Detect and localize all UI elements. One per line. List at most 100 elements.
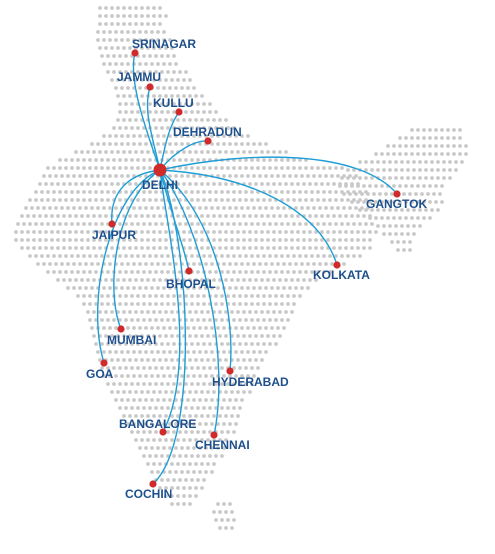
land-dot <box>230 310 234 314</box>
land-dot <box>174 446 178 450</box>
land-dot <box>98 22 102 26</box>
land-dot <box>162 422 166 426</box>
land-dot <box>374 152 378 156</box>
land-dot <box>324 174 328 178</box>
land-dot <box>228 142 232 146</box>
land-dot <box>160 302 164 306</box>
land-dot <box>252 286 256 290</box>
land-dot <box>136 406 140 410</box>
land-dot <box>192 134 196 138</box>
land-dot <box>304 166 308 170</box>
land-dot <box>144 398 148 402</box>
land-dot <box>146 438 150 442</box>
land-dot <box>242 150 246 154</box>
land-dot <box>124 294 128 298</box>
land-dot <box>88 254 92 258</box>
land-dot <box>314 230 318 234</box>
land-dot <box>258 286 262 290</box>
land-dot <box>326 214 330 218</box>
land-dot <box>232 254 236 258</box>
land-dot <box>88 294 92 298</box>
land-dot <box>292 198 296 202</box>
land-dot <box>138 446 142 450</box>
land-dot <box>178 302 182 306</box>
land-dot <box>98 310 102 314</box>
land-dot <box>248 358 252 362</box>
land-dot <box>120 142 124 146</box>
land-dot <box>60 262 64 266</box>
land-dot <box>210 262 214 266</box>
land-dot <box>102 326 106 330</box>
land-dot <box>190 102 194 106</box>
land-dot <box>156 350 160 354</box>
city-label-goa: GOA <box>86 367 114 381</box>
land-dot <box>238 318 242 322</box>
land-dot <box>264 174 268 178</box>
land-dot <box>310 270 314 274</box>
city-marker-bangalore <box>159 428 167 436</box>
land-dot <box>406 208 410 212</box>
land-dot <box>220 198 224 202</box>
land-dot <box>270 174 274 178</box>
land-dot <box>204 446 208 450</box>
land-dot <box>226 430 230 434</box>
land-dot <box>284 310 288 314</box>
land-dot <box>72 262 76 266</box>
land-dot <box>232 270 236 274</box>
land-dot <box>162 86 166 90</box>
land-dot <box>168 142 172 146</box>
land-dot <box>142 294 146 298</box>
land-dot <box>320 214 324 218</box>
land-dot <box>228 502 232 506</box>
land-dot <box>58 222 62 226</box>
land-dot <box>272 278 276 282</box>
land-dot <box>218 526 222 530</box>
land-dot <box>124 110 128 114</box>
land-dot <box>352 168 356 172</box>
land-dot <box>208 198 212 202</box>
land-dot <box>296 230 300 234</box>
land-dot <box>188 278 192 282</box>
land-dot <box>220 294 224 298</box>
land-dot <box>66 206 70 210</box>
land-dot <box>296 182 300 186</box>
land-dot <box>138 86 142 90</box>
land-dot <box>210 134 214 138</box>
land-dot <box>254 310 258 314</box>
land-dot <box>202 126 206 130</box>
land-dot <box>136 318 140 322</box>
land-dot <box>458 144 462 148</box>
land-dot <box>358 160 362 164</box>
land-dot <box>174 262 178 266</box>
land-dot <box>158 150 162 154</box>
land-dot <box>194 414 198 418</box>
land-dot <box>132 206 136 210</box>
land-dot <box>254 278 258 282</box>
land-dot <box>158 246 162 250</box>
land-dot <box>262 342 266 346</box>
land-dot <box>244 166 248 170</box>
land-dot <box>230 238 234 242</box>
land-dot <box>176 182 180 186</box>
land-dot <box>240 326 244 330</box>
land-dot <box>210 206 214 210</box>
land-dot <box>258 350 262 354</box>
land-dot <box>176 118 180 122</box>
land-dot <box>90 174 94 178</box>
land-dot <box>74 150 78 154</box>
city-marker-gangtok <box>393 190 401 198</box>
land-dot <box>212 438 216 442</box>
land-dot <box>188 486 192 490</box>
land-dot <box>68 246 72 250</box>
land-dot <box>136 366 140 370</box>
land-dot <box>74 278 78 282</box>
land-dot <box>106 294 110 298</box>
land-dot <box>136 270 140 274</box>
land-dot <box>330 206 334 210</box>
land-dot <box>202 222 206 226</box>
land-dot <box>316 198 320 202</box>
land-dot <box>272 230 276 234</box>
land-dot <box>178 478 182 482</box>
land-dot <box>126 286 130 290</box>
land-dot <box>70 254 74 258</box>
